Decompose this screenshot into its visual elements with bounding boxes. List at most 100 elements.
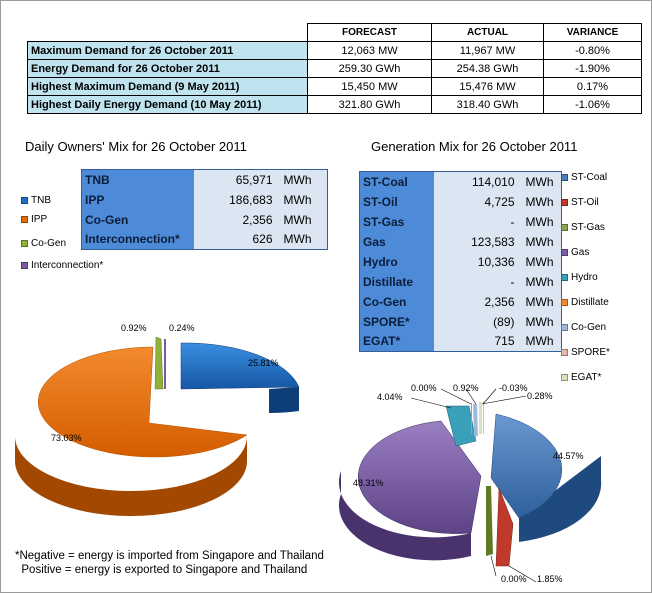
gen-unit: MWh bbox=[517, 171, 562, 192]
legend-swatch bbox=[561, 374, 568, 381]
header-forecast: FORECAST bbox=[307, 23, 432, 42]
legend-label: ST-Coal bbox=[571, 172, 608, 183]
pie-label-interconnection: 0.24% bbox=[169, 323, 195, 333]
leader-line-cogen bbox=[465, 388, 477, 405]
pie-slice-ipp-side bbox=[15, 436, 247, 516]
pie-slice-hydro bbox=[445, 405, 477, 447]
gen-value: - bbox=[433, 271, 518, 292]
pie-slice-gas-side bbox=[338, 471, 471, 561]
legend-swatch bbox=[21, 216, 28, 223]
pie-slice-st-coal-side bbox=[519, 456, 602, 542]
gen-value: 114,010 bbox=[433, 171, 518, 192]
pie-label-spore: -0.03% bbox=[499, 383, 528, 393]
variance-value: -1.90% bbox=[543, 59, 642, 78]
owner-unit: MWh bbox=[275, 209, 328, 230]
owner-name: TNB bbox=[81, 169, 194, 190]
owner-unit: MWh bbox=[275, 229, 328, 250]
pie-slice-egat bbox=[479, 402, 482, 434]
actual-value: 254.38 GWh bbox=[431, 59, 544, 78]
pie-slice-tnb-side bbox=[269, 387, 299, 413]
legend-label: ST-Gas bbox=[571, 222, 605, 233]
legend-label: SPORE* bbox=[571, 347, 610, 358]
forecast-value: 321.80 GWh bbox=[307, 95, 432, 114]
variance-value: -1.06% bbox=[543, 95, 642, 114]
leader-line-st-gas bbox=[490, 555, 497, 577]
legend-item-cogen: Co-Gen bbox=[21, 238, 66, 249]
footnote-line-negative: *Negative = energy is imported from Sing… bbox=[15, 550, 324, 562]
gen-value: 10,336 bbox=[433, 251, 518, 272]
gen-value: - bbox=[433, 211, 518, 232]
summary-row: Highest Maximum Demand (9 May 2011) 15,4… bbox=[27, 77, 642, 96]
legend-item-st-gas: ST-Gas bbox=[561, 222, 605, 233]
gen-name: EGAT* bbox=[359, 331, 434, 352]
footnote-line-positive: Positive = energy is exported to Singapo… bbox=[15, 564, 308, 576]
legend-label: Co-Gen bbox=[571, 322, 607, 333]
owner-value: 65,971 bbox=[193, 169, 276, 190]
legend-swatch bbox=[561, 299, 568, 306]
pie-label-ipp: 73.03% bbox=[51, 433, 82, 443]
owners-pie-chart: 25.81% 73.03% 0.92% 0.24% bbox=[15, 323, 300, 516]
gen-unit: MWh bbox=[517, 291, 562, 312]
gen-name: Co-Gen bbox=[359, 291, 434, 312]
pie-label-cogen: 0.92% bbox=[121, 323, 147, 333]
pie-slice-tnb bbox=[180, 342, 300, 390]
legend-swatch bbox=[21, 240, 28, 247]
legend-swatch bbox=[21, 197, 28, 204]
owner-unit: MWh bbox=[275, 189, 328, 210]
gen-row: EGAT* 715 MWh bbox=[359, 331, 562, 352]
gen-name: ST-Gas bbox=[359, 211, 434, 232]
row-label: Highest Maximum Demand (9 May 2011) bbox=[27, 77, 308, 96]
legend-item-cogen: Co-Gen bbox=[561, 322, 606, 333]
pie-label-st-gas: 0.00% bbox=[501, 574, 527, 584]
pie-label-distillate: 0.00% bbox=[411, 383, 437, 393]
legend-swatch bbox=[561, 199, 568, 206]
gen-unit: MWh bbox=[517, 211, 562, 232]
forecast-value: 15,450 MW bbox=[307, 77, 432, 96]
legend-item-gas: Gas bbox=[561, 247, 589, 258]
owners-row: Interconnection* 626 MWh bbox=[81, 229, 328, 250]
leader-line-spore bbox=[482, 388, 497, 405]
pie-slice-st-gas bbox=[486, 486, 493, 556]
gen-name: ST-Coal bbox=[359, 171, 434, 192]
owners-row: TNB 65,971 MWh bbox=[81, 169, 328, 190]
gen-unit: MWh bbox=[517, 251, 562, 272]
legend-item-ipp: IPP bbox=[21, 214, 47, 225]
gen-name: Hydro bbox=[359, 251, 434, 272]
owners-row: Co-Gen 2,356 MWh bbox=[81, 209, 328, 230]
variance-value: 0.17% bbox=[543, 77, 642, 96]
generation-mix-table: ST-Coal 114,010 MWh ST-Oil 4,725 MWh ST-Gas -… bbox=[359, 171, 562, 352]
owners-row: IPP 186,683 MWh bbox=[81, 189, 328, 210]
owner-value: 186,683 bbox=[193, 189, 276, 210]
gen-row: SPORE* (89) MWh bbox=[359, 311, 562, 332]
owner-unit: MWh bbox=[275, 169, 328, 190]
gen-unit: MWh bbox=[517, 331, 562, 352]
forecast-value: 259.30 GWh bbox=[307, 59, 432, 78]
pie-slice-spore bbox=[483, 402, 484, 434]
pie-slice-ipp bbox=[38, 346, 248, 458]
pie-label-egat: 0.28% bbox=[527, 391, 553, 401]
gen-name: Gas bbox=[359, 231, 434, 252]
leader-line-egat bbox=[481, 395, 527, 405]
owner-value: 2,356 bbox=[193, 209, 276, 230]
legend-label: Distillate bbox=[571, 297, 609, 308]
legend-label: Gas bbox=[571, 247, 590, 258]
pie-slice-interconnection bbox=[164, 339, 166, 389]
pie-label-tnb: 25.81% bbox=[248, 358, 279, 368]
row-label: Highest Daily Energy Demand (10 May 2011… bbox=[27, 95, 308, 114]
actual-value: 11,967 MW bbox=[431, 41, 544, 60]
gen-name: SPORE* bbox=[359, 311, 434, 332]
owner-name: Interconnection* bbox=[81, 229, 194, 250]
pie-label-st-oil: 1.85% bbox=[537, 574, 563, 584]
gen-value: (89) bbox=[433, 311, 518, 332]
gen-unit: MWh bbox=[517, 231, 562, 252]
gen-row: ST-Coal 114,010 MWh bbox=[359, 171, 562, 192]
owners-mix-title: Daily Owners' Mix for 26 October 2011 bbox=[25, 139, 247, 154]
pie-slice-cogen bbox=[154, 336, 164, 390]
owner-name: IPP bbox=[81, 189, 194, 210]
legend-label: Co-Gen bbox=[31, 238, 67, 249]
owner-value: 626 bbox=[193, 229, 276, 250]
gen-unit: MWh bbox=[517, 191, 562, 212]
summary-row: Highest Daily Energy Demand (10 May 2011… bbox=[27, 95, 642, 114]
legend-item-st-oil: ST-Oil bbox=[561, 197, 599, 208]
